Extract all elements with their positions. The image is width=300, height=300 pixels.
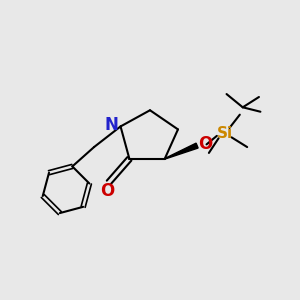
- Text: O: O: [100, 182, 114, 200]
- Text: O: O: [198, 135, 212, 153]
- Polygon shape: [165, 143, 198, 159]
- Text: Si: Si: [217, 126, 233, 141]
- Text: N: N: [104, 116, 118, 134]
